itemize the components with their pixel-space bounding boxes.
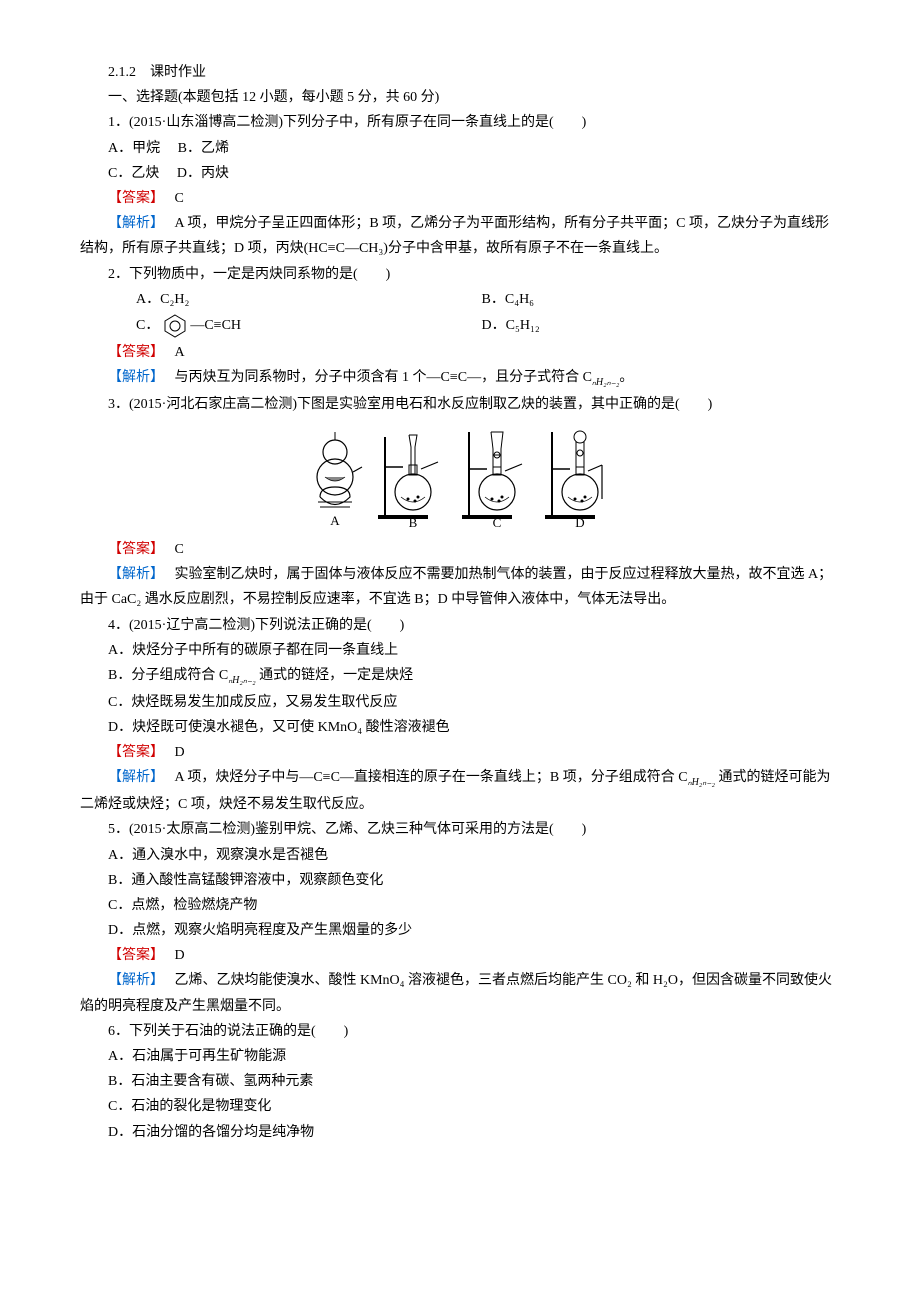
q2-analysis-row: 【解析】 与丙炔互为同系物时，分子中须含有 1 个—C≡C—，且分子式符合 Cₙ… bbox=[80, 365, 840, 392]
q6-stem: 6．下列关于石油的说法正确的是( ) bbox=[80, 1019, 840, 1044]
svg-text:A: A bbox=[330, 513, 340, 527]
analysis-label: 【解析】 bbox=[108, 567, 157, 582]
q6-optB: B．石油主要含有碳、氢两种元素 bbox=[80, 1069, 840, 1094]
q6-optC: C．石油的裂化是物理变化 bbox=[80, 1094, 840, 1119]
q1-optB: B．乙烯 bbox=[178, 141, 229, 156]
q4-optA: A．炔烃分子中所有的碳原子都在同一条直线上 bbox=[80, 638, 840, 663]
q6-optD: D．石油分馏的各馏分均是纯净物 bbox=[80, 1120, 840, 1145]
q2-optA: A．C₂H₂ bbox=[108, 287, 450, 312]
q5-stem: 5．(2015·太原高二检测)鉴别甲烷、乙烯、乙炔三种气体可采用的方法是( ) bbox=[80, 817, 840, 842]
q2-options-row2: C． —C≡CH D．C₅H₁₂ bbox=[80, 312, 840, 340]
q1-options-row1: A．甲烷 B．乙烯 bbox=[80, 136, 840, 161]
q3-stem: 3．(2015·河北石家庄高二检测)下图是实验室用电石和水反应制取乙炔的装置，其… bbox=[80, 392, 840, 417]
q2-answer-row: 【答案】 A bbox=[80, 340, 840, 365]
q2-stem: 2．下列物质中，一定是丙炔同系物的是( ) bbox=[80, 262, 840, 287]
answer-label: 【答案】 bbox=[108, 745, 157, 760]
q5-answer: D bbox=[175, 948, 185, 963]
q1-optD: D．丙炔 bbox=[177, 166, 229, 181]
q4-optB: B．分子组成符合 CₙH₂ₙ₋₂ 通式的链烃，一定是炔烃 bbox=[80, 663, 840, 690]
q5-analysis-row: 【解析】 乙烯、乙炔均能使溴水、酸性 KMnO₄ 溶液褪色，三者点燃后均能产生 … bbox=[80, 968, 840, 1018]
q1-optA: A．甲烷 bbox=[108, 141, 160, 156]
q6-optA: A．石油属于可再生矿物能源 bbox=[80, 1044, 840, 1069]
q4-optD: D．炔烃既可使溴水褪色，又可使 KMnO₄ 酸性溶液褪色 bbox=[80, 715, 840, 740]
q1-optC: C．乙炔 bbox=[108, 166, 159, 181]
q2-options-row1: A．C₂H₂ B．C₄H₆ bbox=[80, 287, 840, 312]
q1-answer-row: 【答案】 C bbox=[80, 186, 840, 211]
svg-text:C: C bbox=[492, 515, 501, 527]
analysis-label: 【解析】 bbox=[108, 973, 157, 988]
analysis-label: 【解析】 bbox=[108, 216, 157, 231]
q4-answer: D bbox=[175, 745, 185, 760]
q3-answer: C bbox=[175, 542, 184, 557]
q1-analysis-row: 【解析】 A 项，甲烷分子呈正四面体形；B 项，乙烯分子为平面形结构，所有分子共… bbox=[80, 211, 840, 261]
q5-optD: D．点燃，观察火焰明亮程度及产生黑烟量的多少 bbox=[80, 918, 840, 943]
svg-text:B: B bbox=[409, 515, 418, 527]
svg-text:D: D bbox=[576, 515, 585, 527]
apparatus-b-icon: B bbox=[373, 427, 453, 527]
apparatus-c-icon: C bbox=[457, 427, 537, 527]
q5-optA: A．通入溴水中，观察溴水是否褪色 bbox=[80, 843, 840, 868]
q5-optC: C．点燃，检验燃烧产物 bbox=[80, 893, 840, 918]
answer-label: 【答案】 bbox=[108, 542, 157, 557]
q4-answer-row: 【答案】 D bbox=[80, 740, 840, 765]
q3-answer-row: 【答案】 C bbox=[80, 537, 840, 562]
q5-optB: B．通入酸性高锰酸钾溶液中，观察颜色变化 bbox=[80, 868, 840, 893]
q5-analysis: 乙烯、乙炔均能使溴水、酸性 KMnO₄ 溶液褪色，三者点燃后均能产生 CO₂ 和… bbox=[80, 973, 832, 1013]
q4-analysis-row: 【解析】 A 项，炔烃分子中与—C≡C—直接相连的原子在一条直线上；B 项，分子… bbox=[80, 765, 840, 817]
q2-analysis: 与丙炔互为同系物时，分子中须含有 1 个—C≡C—，且分子式符合 CₙH₂ₙ₋₂… bbox=[175, 370, 634, 385]
q2-optB: B．C₄H₆ bbox=[454, 287, 796, 312]
q4-optC: C．炔烃既易发生加成反应，又易发生取代反应 bbox=[80, 690, 840, 715]
worksheet-title: 2.1.2 课时作业 bbox=[80, 60, 840, 85]
analysis-label: 【解析】 bbox=[108, 770, 157, 785]
q1-stem: 1．(2015·山东淄博高二检测)下列分子中，所有原子在同一条直线上的是( ) bbox=[80, 110, 840, 135]
q1-answer: C bbox=[175, 191, 184, 206]
analysis-label: 【解析】 bbox=[108, 370, 157, 385]
q5-answer-row: 【答案】 D bbox=[80, 943, 840, 968]
q2-answer: A bbox=[175, 345, 185, 360]
section-heading: 一、选择题(本题包括 12 小题，每小题 5 分，共 60 分) bbox=[80, 85, 840, 110]
q4-analysis: A 项，炔烃分子中与—C≡C—直接相连的原子在一条直线上；B 项，分子组成符合 … bbox=[80, 770, 831, 812]
q4-stem: 4．(2015·辽宁高二检测)下列说法正确的是( ) bbox=[80, 613, 840, 638]
q3-analysis: 实验室制乙炔时，属于固体与液体反应不需要加热制气体的装置，由于反应过程释放大量热… bbox=[80, 567, 832, 607]
q3-analysis-row: 【解析】 实验室制乙炔时，属于固体与液体反应不需要加热制气体的装置，由于反应过程… bbox=[80, 562, 840, 612]
q3-figures: A B C bbox=[80, 427, 840, 527]
q1-analysis: A 项，甲烷分子呈正四面体形；B 项，乙烯分子为平面形结构，所有分子共平面；C … bbox=[80, 216, 829, 256]
answer-label: 【答案】 bbox=[108, 948, 157, 963]
q1-options-row2: C．乙炔 D．丙炔 bbox=[80, 161, 840, 186]
benzene-ring-icon bbox=[163, 312, 187, 340]
apparatus-d-icon: D bbox=[540, 427, 620, 527]
q2-optD: D．C₅H₁₂ bbox=[454, 313, 796, 338]
apparatus-a-icon: A bbox=[300, 427, 370, 527]
q2-optC: C． —C≡CH bbox=[108, 312, 450, 340]
answer-label: 【答案】 bbox=[108, 345, 157, 360]
answer-label: 【答案】 bbox=[108, 191, 157, 206]
